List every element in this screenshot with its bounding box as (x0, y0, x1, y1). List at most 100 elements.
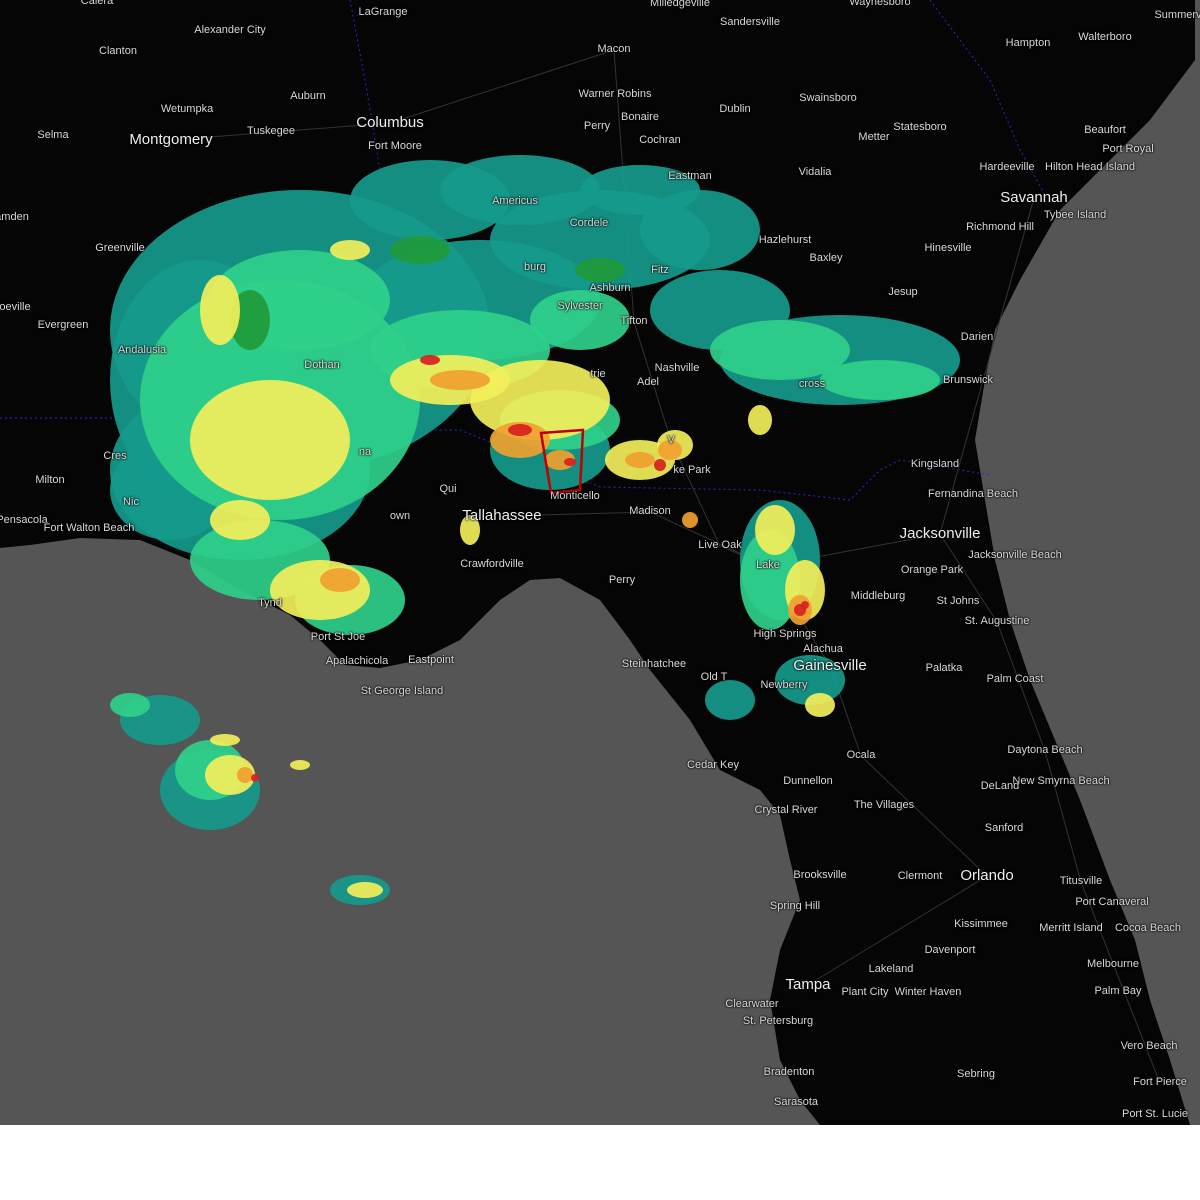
city-label: Fernandina Beach (928, 488, 1018, 501)
map-base (0, 0, 1200, 1125)
city-label: Fitz (651, 264, 669, 277)
radar-echo-yellow (205, 755, 255, 795)
city-label: Tallahassee (462, 507, 542, 525)
radar-echo-red (420, 355, 440, 365)
city-label: Beaufort (1084, 124, 1126, 137)
radar-echo-yellow (748, 405, 772, 435)
city-label: Sandersville (720, 16, 780, 29)
city-label: Calera (80, 0, 114, 8)
city-label: Tampa (785, 976, 831, 994)
city-label: Brooksville (793, 869, 847, 882)
city-label: Swainsboro (799, 92, 857, 105)
city-label: Merritt Island (1039, 922, 1103, 935)
city-label: Davenport (924, 944, 976, 957)
radar-echo-light (705, 680, 755, 720)
city-label: Perry (608, 574, 636, 587)
city-label: Bonaire (621, 111, 659, 124)
city-label: Sylvester (557, 300, 603, 313)
city-label: Fort Moore (368, 140, 422, 153)
city-label: Steinhatchee (621, 658, 687, 671)
city-label: Baxley (809, 252, 843, 265)
city-label: Vero Beach (1120, 1040, 1178, 1053)
city-label: Nic (123, 496, 139, 509)
radar-echo-orange (430, 370, 490, 390)
city-label: Tifton (620, 315, 648, 328)
city-label: Monticello (550, 490, 600, 503)
radar-echo-light (775, 655, 845, 705)
highway (939, 197, 1035, 535)
city-label: Apalachicola (325, 655, 389, 668)
city-label: Kissimmee (954, 918, 1008, 931)
city-label: St. Petersburg (742, 1015, 814, 1028)
radar-echo-yellow (460, 515, 480, 545)
city-label: Lakeland (868, 963, 914, 976)
city-label: Spring Hill (769, 900, 821, 913)
city-label: Macon (597, 43, 631, 56)
city-label: Summerv (1154, 9, 1200, 22)
radar-echo-red (654, 459, 666, 471)
city-label: own (389, 510, 411, 523)
radar-echo-green (110, 693, 150, 717)
city-label: Statesboro (893, 121, 947, 134)
city-label: Hardeeville (979, 161, 1035, 174)
city-label: Selma (37, 129, 69, 142)
city-label: Auburn (290, 90, 326, 103)
city-label: Fort Walton Beach (43, 522, 135, 535)
city-label: Bradenton (763, 1066, 815, 1079)
city-label: Darien (960, 331, 994, 344)
city-label: Andalusia (117, 344, 167, 357)
city-label: amden (0, 211, 29, 224)
city-label: cross (798, 378, 826, 391)
radar-echo-darkgreen (575, 258, 625, 282)
city-label: Fort Pierce (1133, 1076, 1187, 1089)
radar-echo-yellow (200, 275, 240, 345)
city-label: Port Royal (1102, 143, 1154, 156)
city-label: Port Canaveral (1075, 896, 1149, 909)
city-label: Clanton (99, 45, 137, 58)
city-label: Eastpoint (408, 654, 454, 667)
city-label: Tynd (258, 597, 282, 610)
radar-echo-yellow (330, 240, 370, 260)
city-label: Orlando (960, 867, 1014, 885)
city-label: na (358, 446, 372, 459)
radar-echo-darkgreen (390, 236, 450, 264)
city-label: Melbourne (1087, 958, 1139, 971)
city-label: Evergreen (37, 319, 89, 332)
atlantic-ocean (975, 0, 1200, 1125)
city-label: Madison (629, 505, 671, 518)
city-label: Jacksonville Beach (968, 549, 1062, 562)
city-label: New Smyrna Beach (1012, 775, 1110, 788)
city-label: Ashburn (589, 282, 631, 295)
city-label: Alachua (803, 643, 843, 656)
city-label: Daytona Beach (1007, 744, 1083, 757)
city-label: Adel (636, 376, 660, 389)
city-label: Metter (858, 131, 890, 144)
city-label: Live Oak (698, 539, 742, 552)
gulf-of-mexico (0, 538, 820, 1125)
city-label: Eastman (668, 170, 712, 183)
city-label: Hinesville (924, 242, 972, 255)
warning-polygon[interactable] (539, 428, 585, 495)
radar-map[interactable]: Calera LaGrange Milledgeville Waynesboro Sum… (0, 0, 1200, 1125)
city-label: Clearwater (725, 998, 779, 1011)
city-label: Nashville (654, 362, 700, 375)
city-label: Hazlehurst (758, 234, 812, 247)
city-label: Milton (35, 474, 65, 487)
city-label: oeville (0, 301, 31, 314)
city-label: Dunnellon (783, 775, 833, 788)
city-label: Dublin (719, 103, 751, 116)
city-label: Old T (700, 671, 728, 684)
city-label: Gainesville (793, 657, 867, 675)
city-label: LaGrange (358, 6, 408, 19)
city-label: Walterboro (1078, 31, 1132, 44)
radar-echo-light (350, 160, 510, 240)
city-label: St. Augustine (964, 615, 1030, 628)
city-label: Columbus (356, 114, 424, 132)
city-label: Waynesboro (849, 0, 911, 9)
city-label: burg (523, 261, 547, 274)
city-label: Qui (439, 483, 457, 496)
city-label: Cres (103, 450, 127, 463)
city-label: Tuskegee (247, 125, 295, 138)
city-label: Savannah (1000, 189, 1068, 207)
radar-echo-red (564, 458, 576, 466)
